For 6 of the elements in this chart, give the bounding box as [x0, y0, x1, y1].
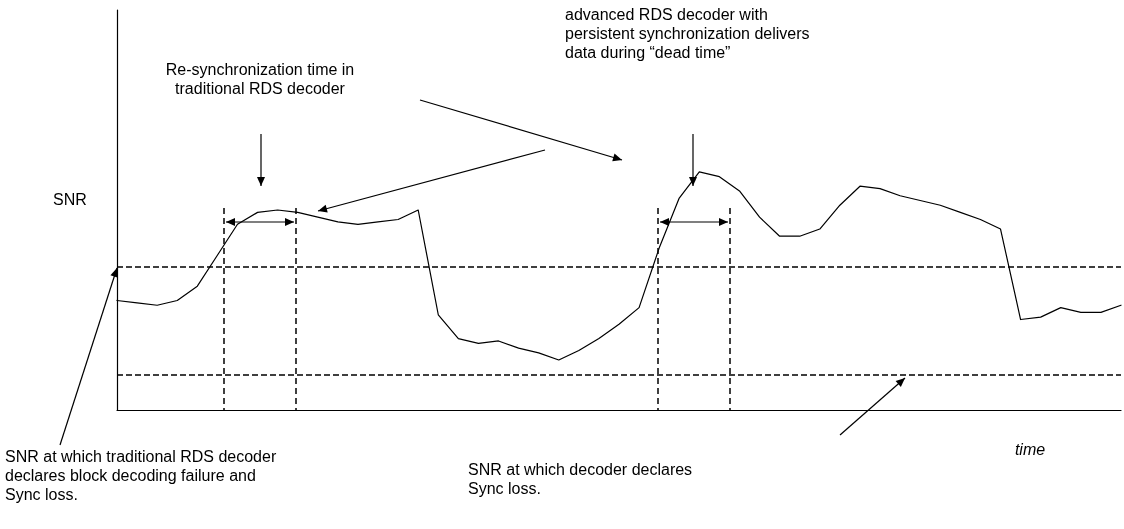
text: SNR at which decoder declares Sync loss.: [468, 460, 694, 498]
x-axis-title: time: [1013, 440, 1047, 459]
y-axis-title: SNR: [52, 190, 88, 209]
text: advanced RDS decoder with persistent synchronization delivers data during “dead time”: [565, 5, 811, 62]
text: Re-synchronization time in traditional RDS decoder: [165, 60, 355, 98]
text: SNR at which traditional RDS decoder declares block decoding failure and Sync loss.: [5, 447, 278, 504]
